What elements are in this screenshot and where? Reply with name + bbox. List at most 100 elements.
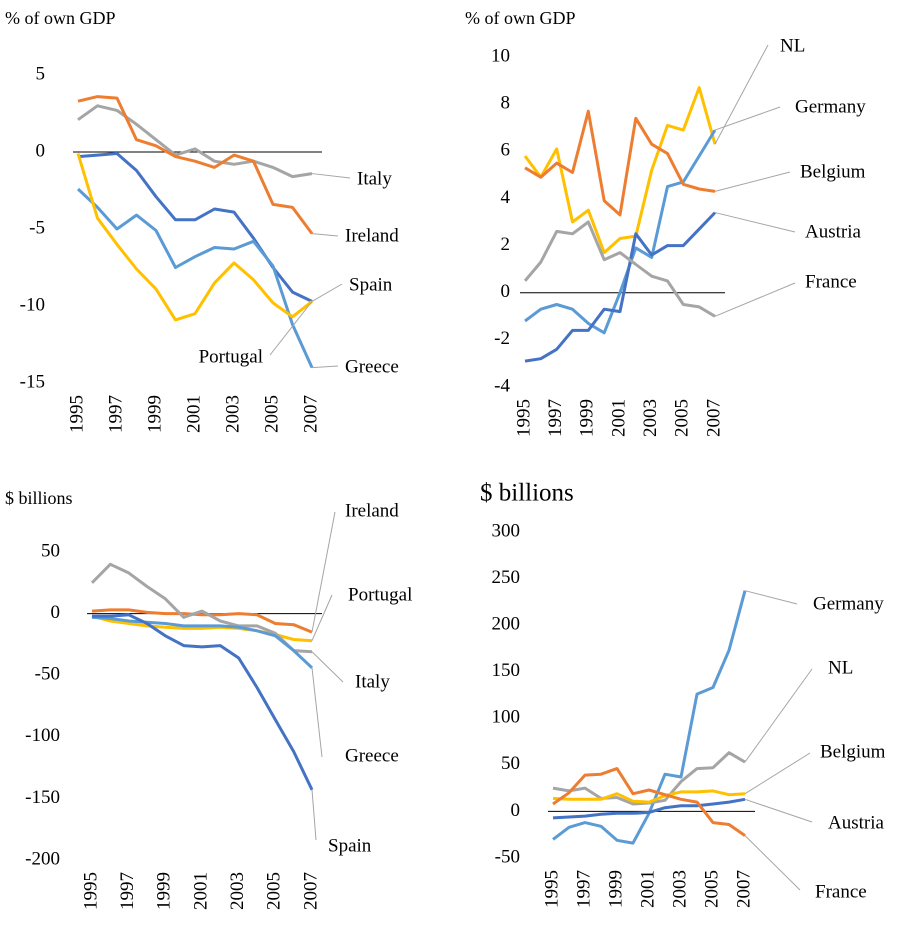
leader-line bbox=[311, 651, 344, 683]
y-tick-label: 100 bbox=[492, 707, 521, 728]
series-line bbox=[91, 615, 314, 669]
y-tick-label: -150 bbox=[25, 787, 60, 808]
series-line bbox=[552, 767, 746, 837]
y-tick-label: -4 bbox=[494, 375, 510, 396]
series-label: NL bbox=[828, 657, 853, 678]
series-label: France bbox=[805, 271, 857, 292]
y-tick-label: 4 bbox=[501, 187, 511, 208]
y-tick-label: 2 bbox=[501, 234, 511, 255]
y-tick-label: 0 bbox=[36, 140, 46, 161]
axis-title: $ billions bbox=[480, 480, 574, 507]
x-tick-label: 2003 bbox=[222, 395, 243, 433]
x-tick-label: 1995 bbox=[66, 395, 87, 433]
series-label: Greece bbox=[345, 356, 399, 377]
y-tick-label: 300 bbox=[492, 520, 521, 541]
series-line bbox=[552, 797, 746, 820]
x-tick-label: 2005 bbox=[261, 395, 282, 433]
series-label: Portugal bbox=[348, 584, 412, 605]
y-tick-label: 6 bbox=[501, 140, 511, 161]
axis-title: $ billions bbox=[5, 488, 73, 508]
leader-line bbox=[311, 233, 339, 237]
series-line bbox=[76, 153, 313, 322]
series-line bbox=[552, 590, 747, 845]
leader-line bbox=[744, 668, 813, 763]
x-tick-label: 2005 bbox=[264, 872, 285, 910]
series-line bbox=[91, 608, 313, 634]
x-tick-label: 1997 bbox=[545, 399, 566, 437]
leader-line bbox=[269, 301, 313, 356]
y-tick-label: 150 bbox=[492, 660, 521, 681]
series-label: Greece bbox=[345, 745, 399, 766]
series-label: Spain bbox=[349, 274, 393, 295]
series-line bbox=[524, 211, 717, 363]
x-tick-label: 1995 bbox=[80, 872, 101, 910]
y-tick-label: 10 bbox=[491, 45, 510, 66]
x-tick-label: 2003 bbox=[669, 870, 690, 908]
y-tick-label: 0 bbox=[51, 602, 61, 623]
x-tick-label: 2005 bbox=[672, 399, 693, 437]
x-tick-label: 2003 bbox=[227, 872, 248, 910]
x-tick-label: 2007 bbox=[733, 870, 754, 908]
series-label: Germany bbox=[813, 593, 884, 614]
y-tick-label: 50 bbox=[41, 540, 60, 561]
leader-line bbox=[744, 835, 801, 891]
x-tick-label: 1997 bbox=[573, 870, 594, 908]
leader-line bbox=[311, 594, 333, 641]
leader-line bbox=[311, 511, 336, 633]
series-line bbox=[92, 613, 314, 791]
series-label: Portugal bbox=[199, 346, 263, 367]
y-tick-label: 50 bbox=[501, 753, 520, 774]
x-tick-label: 2001 bbox=[183, 395, 204, 433]
leader-line bbox=[311, 173, 351, 179]
series-line bbox=[76, 187, 314, 369]
leader-line bbox=[311, 789, 317, 841]
x-tick-label: 1995 bbox=[513, 399, 534, 437]
x-tick-label: 1999 bbox=[605, 870, 626, 908]
leader-line bbox=[311, 365, 339, 369]
series-line bbox=[524, 109, 716, 217]
x-tick-label: 2007 bbox=[703, 399, 724, 437]
leader-line bbox=[714, 106, 781, 131]
series-label: Italy bbox=[357, 168, 392, 189]
y-tick-label: 200 bbox=[492, 614, 521, 635]
series-line bbox=[77, 95, 314, 235]
leader-line bbox=[311, 667, 323, 758]
series-line bbox=[523, 220, 716, 318]
leader-line bbox=[744, 752, 811, 795]
leader-line bbox=[311, 283, 343, 302]
series-label: France bbox=[815, 881, 867, 902]
y-tick-label: 0 bbox=[511, 800, 521, 821]
series-label: Belgium bbox=[820, 741, 886, 762]
x-tick-label: 2001 bbox=[637, 870, 658, 908]
x-tick-label: 1997 bbox=[105, 395, 126, 433]
axis-title: % of own GDP bbox=[5, 8, 116, 28]
y-tick-label: -200 bbox=[25, 848, 60, 869]
y-tick-label: -15 bbox=[20, 371, 45, 392]
x-tick-label: 1999 bbox=[154, 872, 175, 910]
series-label: Germany bbox=[795, 96, 866, 117]
x-tick-label: 2003 bbox=[640, 399, 661, 437]
x-tick-label: 2005 bbox=[701, 870, 722, 908]
series-label: Spain bbox=[328, 835, 372, 856]
series-line bbox=[523, 86, 717, 255]
y-tick-label: 250 bbox=[492, 567, 521, 588]
leader-line bbox=[714, 44, 769, 145]
series-line bbox=[552, 789, 746, 804]
y-tick-label: -5 bbox=[29, 217, 45, 238]
leader-line bbox=[744, 590, 798, 605]
y-tick-label: -2 bbox=[494, 328, 510, 349]
x-tick-label: 2007 bbox=[300, 872, 321, 910]
x-tick-label: 1999 bbox=[577, 399, 598, 437]
leader-line bbox=[714, 282, 796, 317]
axis-title: % of own GDP bbox=[465, 8, 576, 28]
series-label: NL bbox=[780, 35, 805, 56]
y-tick-label: 5 bbox=[36, 63, 46, 84]
series-label: Italy bbox=[355, 671, 390, 692]
y-tick-label: 8 bbox=[501, 93, 511, 114]
series-label: Belgium bbox=[800, 161, 866, 182]
x-tick-label: 2007 bbox=[300, 395, 321, 433]
x-tick-label: 2001 bbox=[608, 399, 629, 437]
y-tick-label: -50 bbox=[495, 846, 520, 867]
series-line bbox=[77, 104, 313, 179]
